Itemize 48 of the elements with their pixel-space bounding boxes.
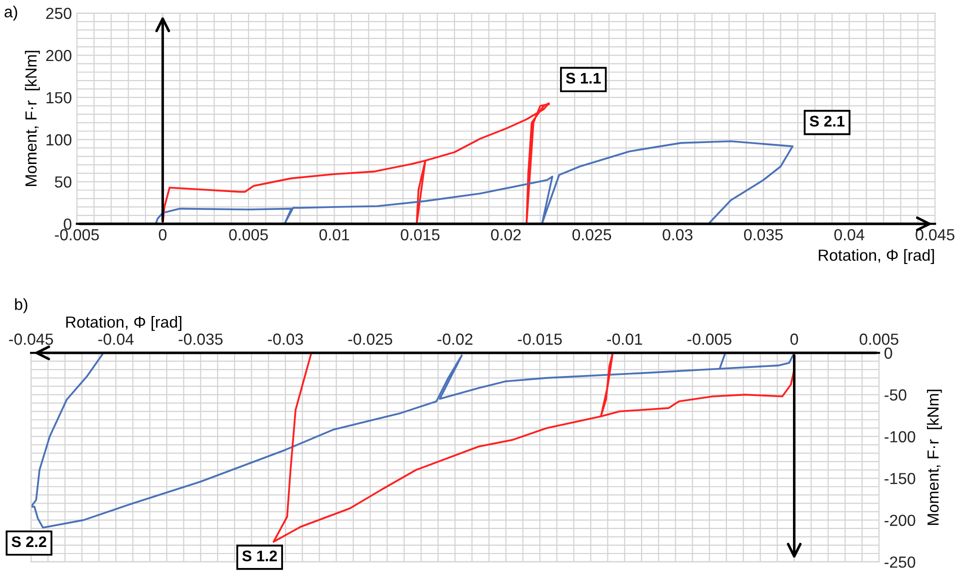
line-series	[272, 352, 796, 543]
x-tick-label: -0.005	[687, 334, 732, 345]
x-tick-label: -0.02	[438, 334, 472, 345]
x-tick-label: -0.005	[54, 229, 99, 240]
line-series	[162, 102, 550, 224]
series-label: S 2.2	[12, 536, 46, 548]
y-tick-label: -200	[884, 514, 916, 526]
y-tick-label: 100	[46, 134, 72, 146]
x-tick-label: 0.01	[319, 229, 350, 240]
x-tick-label: 0.035	[744, 229, 783, 240]
y-tick-label: -50	[884, 389, 906, 401]
y-tick-label: 0	[64, 218, 72, 230]
x-tick-label: -0.025	[348, 334, 392, 345]
x-tick-label: -0.035	[178, 334, 223, 345]
x-tick-label: 0.045	[916, 229, 954, 240]
series-label: S 1.2	[242, 550, 277, 562]
x-tick-label: -0.04	[98, 334, 134, 345]
y-tick-label: 0	[884, 348, 892, 359]
x-tick-label: 0.04	[834, 229, 864, 240]
x-tick-label: 0	[158, 229, 167, 240]
y-axis-title: Moment, F·r [kNm]	[926, 390, 942, 525]
x-tick-label: -0.03	[268, 334, 303, 345]
y-axis-title: Moment, F·r [kNm]	[24, 50, 40, 186]
x-axis-title: Rotation, Φ [rad]	[66, 316, 182, 331]
y-tick-label: -100	[884, 431, 916, 442]
line-series	[154, 140, 794, 224]
y-tick-label: 50	[54, 176, 72, 188]
y-tick-label: 200	[46, 50, 72, 62]
x-tick-label: 0.005	[229, 229, 268, 240]
chart-title: b)	[15, 298, 28, 314]
y-tick-label: 150	[46, 92, 72, 104]
x-tick-label: 0.02	[491, 229, 521, 240]
x-tick-label: -0.015	[518, 334, 562, 345]
x-tick-label: 0.015	[400, 229, 440, 240]
x-tick-label: 0.025	[572, 229, 612, 240]
x-tick-label: 0.005	[860, 334, 898, 345]
line-series	[31, 352, 796, 528]
series-label: S 1.1	[566, 72, 601, 84]
series-label: S 2.1	[810, 116, 845, 127]
x-axis-title: Rotation, Φ [rad]	[818, 249, 934, 264]
y-tick-label: -250	[884, 556, 916, 568]
y-tick-label: 250	[46, 8, 72, 20]
x-tick-label: 0	[790, 334, 798, 345]
x-tick-label: -0.01	[607, 334, 642, 345]
chart-title: a)	[4, 6, 18, 21]
y-tick-label: -150	[884, 472, 916, 484]
x-tick-label: -0.045	[9, 334, 54, 345]
x-tick-label: 0.03	[662, 229, 692, 240]
